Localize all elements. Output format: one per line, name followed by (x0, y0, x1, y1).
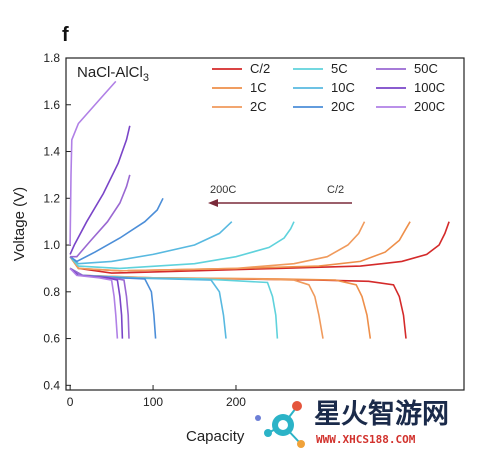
charge-curve-100c (69, 125, 131, 255)
legend-label-5c: 5C (331, 61, 348, 76)
arrow-head (208, 198, 218, 207)
watermark: 星火智游网 WWW.XHCS188.COM (255, 399, 449, 448)
x-tick-label: 0 (67, 395, 74, 409)
charge-curve-2c (69, 221, 366, 272)
plot-curves (69, 80, 450, 339)
y-tick-label: 0.8 (43, 285, 60, 299)
annotation-c2: C/2 (327, 184, 344, 196)
y-tick-label: 1.0 (43, 238, 60, 252)
y-axis-title: Voltage (V) (11, 187, 28, 261)
watermark-text: 星火智游网 (314, 399, 449, 430)
legend-label-10c: 10C (331, 80, 355, 95)
material-label: NaCl-AlCl3 (77, 64, 149, 84)
x-axis-title: Capacity (186, 428, 245, 445)
discharge-curve-200c (69, 267, 119, 339)
charge-curve-20c (69, 197, 164, 263)
plot-frame (65, 57, 465, 391)
legend-label-2c: 2C (250, 99, 267, 114)
rate-arrow-annotation: 200C C/2 (208, 184, 352, 207)
charge-curve-1c (69, 221, 411, 272)
watermark-logo (255, 401, 305, 448)
charge-curve-5c (69, 221, 295, 270)
charge-curve-c-2 (69, 221, 450, 274)
x-tick-label: 100 (143, 395, 163, 409)
x-tick-label: 200 (226, 395, 246, 409)
axis-ticks: 0.4 0.6 0.8 1.0 1.2 1.4 1.6 1.8 0 100 200 (43, 51, 246, 409)
watermark-url: WWW.XHCS188.COM (316, 433, 416, 446)
charge-curve-50c (70, 174, 131, 258)
charge-curve-200c (69, 80, 117, 246)
legend-label-200c: 200C (414, 99, 445, 114)
y-tick-label: 0.6 (43, 332, 60, 346)
y-tick-label: 0.4 (43, 378, 60, 392)
legend-label-50c: 50C (414, 61, 438, 76)
legend: C/2 1C 2C 5C 10C 20C 50C 100C 200C (212, 61, 445, 114)
legend-label-c-2: C/2 (250, 61, 270, 76)
legend-label-20c: 20C (331, 99, 355, 114)
logo-node-icon (292, 401, 302, 411)
annotation-200c: 200C (210, 184, 236, 196)
legend-label-100c: 100C (414, 80, 445, 95)
charge-curve-10c (69, 221, 233, 265)
y-tick-label: 1.2 (43, 191, 60, 205)
legend-label-1c: 1C (250, 80, 267, 95)
y-tick-label: 1.4 (43, 145, 60, 159)
panel-label: f (62, 24, 69, 46)
y-tick-label: 1.8 (43, 51, 60, 65)
y-tick-label: 1.6 (43, 98, 60, 112)
